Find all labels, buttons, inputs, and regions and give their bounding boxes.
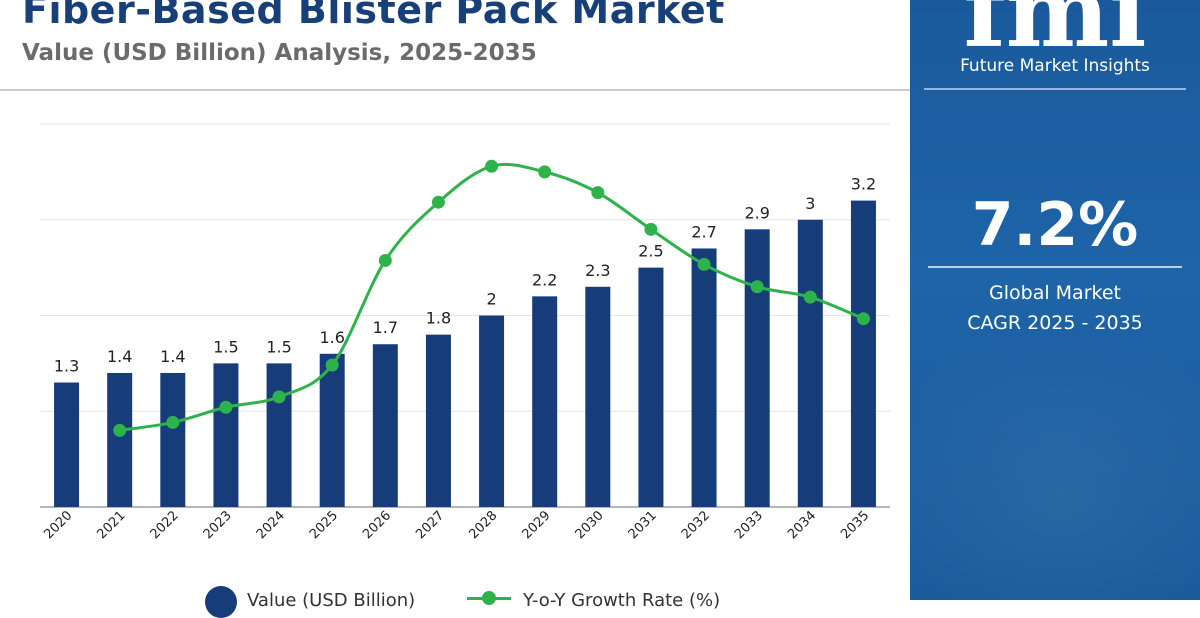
x-tick-label: 2020: [41, 508, 75, 542]
legend-value-label: Value (USD Billion): [247, 590, 416, 611]
bar-value-label: 1.4: [107, 347, 132, 366]
legend-growth-label: Y-o-Y Growth Rate (%): [523, 590, 721, 611]
growth-point: [644, 222, 658, 236]
growth-point: [113, 423, 127, 437]
bar-value-label: 2.7: [691, 222, 716, 241]
bar-value-label: 1.4: [160, 347, 185, 366]
title-divider: [0, 89, 910, 91]
x-tick-label: 2026: [360, 508, 394, 542]
growth-line: [119, 162, 865, 432]
growth-point: [538, 165, 552, 179]
bar-series: [54, 200, 876, 507]
growth-point: [325, 358, 339, 372]
cagr-label-line1: Global Market: [989, 282, 1121, 304]
growth-point: [591, 186, 605, 200]
bar-value-label: 1.7: [373, 318, 398, 337]
bar: [266, 363, 292, 507]
bar: [797, 219, 823, 507]
bar-value-label: 1.5: [213, 337, 238, 356]
bar-value-label: 2: [486, 290, 496, 309]
chart-subtitle: Value (USD Billion) Analysis, 2025-2035: [22, 40, 537, 66]
x-tick-label: 2034: [785, 508, 819, 542]
bar: [425, 334, 451, 507]
bar: [107, 372, 133, 507]
bar: [213, 363, 239, 507]
bar: [372, 344, 398, 507]
x-tick-label: 2023: [201, 508, 235, 542]
logo-text: fmi: [963, 0, 1146, 54]
bar: [532, 296, 558, 507]
bar: [638, 267, 664, 507]
x-tick-label: 2022: [148, 508, 182, 542]
bar-value-label: 1.8: [426, 309, 451, 328]
x-tick-label: 2032: [679, 508, 713, 542]
x-tick-label: 2027: [413, 508, 447, 542]
growth-point: [803, 290, 817, 304]
bar-value-label: 1.5: [266, 337, 291, 356]
growth-point: [219, 400, 233, 414]
chart-title: Fiber-Based Blister Pack Market: [22, 0, 725, 32]
growth-point: [272, 390, 286, 404]
x-tick-label: 2031: [626, 508, 660, 542]
bar-line-chart: 1.3 1.4 1.4 1.5 1.5 1.6 1.7 1.8 2 2.2 2.3 2.5 2.7 2.9…: [40, 123, 890, 542]
x-tick-label: 2029: [520, 508, 554, 542]
bar-value-label: 2.9: [744, 203, 769, 222]
bar: [160, 372, 186, 507]
bar-value-label: 3: [805, 194, 815, 213]
bar-value-label: 2.2: [532, 270, 557, 289]
growth-point: [856, 312, 870, 326]
bar: [585, 286, 611, 507]
bar-value-label: 2.3: [585, 261, 610, 280]
bar-value-label: 2.5: [638, 242, 663, 261]
brand-divider: [924, 88, 1186, 90]
x-tick-label: 2033: [732, 508, 766, 542]
growth-point: [697, 257, 711, 271]
x-tick-label: 2030: [573, 508, 607, 542]
x-axis-ticks: 2020 2021 2022 2023 2024 2025 2026 2027 2028 2029…: [41, 508, 872, 542]
growth-point: [431, 195, 445, 209]
x-tick-label: 2024: [254, 508, 288, 542]
bar-value-label: 1.3: [54, 357, 79, 376]
bar: [744, 229, 770, 507]
bar: [54, 382, 80, 507]
bar-value-label: 1.6: [319, 328, 344, 347]
x-tick-label: 2028: [466, 508, 500, 542]
x-tick-label: 2021: [95, 508, 129, 542]
bar-value-label: 3.2: [851, 175, 876, 194]
cagr-divider: [928, 266, 1182, 268]
x-tick-label: 2025: [307, 508, 341, 542]
bar-value-labels: 1.3 1.4 1.4 1.5 1.5 1.6 1.7 1.8 2 2.2 2.3 2.5 2.7 2.9…: [54, 175, 876, 376]
bar: [319, 353, 345, 507]
bar: [479, 315, 505, 507]
cagr-label-line2: CAGR 2025 - 2035: [967, 312, 1143, 334]
growth-point: [485, 159, 499, 173]
growth-point: [750, 280, 764, 294]
bar: [691, 248, 717, 507]
growth-point: [166, 415, 180, 429]
fmi-logo-icon: fmi: [963, 0, 1146, 54]
legend-dot-swatch-icon: [482, 591, 496, 605]
legend-bar-swatch-icon: [205, 586, 237, 618]
growth-line-series: [113, 159, 870, 437]
cagr-side-panel: fmi Future Market Insights 7.2% Global M…: [910, 0, 1200, 600]
bar: [850, 200, 876, 507]
growth-point: [378, 253, 392, 267]
x-tick-label: 2035: [838, 508, 872, 542]
brand-name: Future Market Insights: [960, 56, 1150, 76]
cagr-value: 7.2%: [971, 190, 1139, 260]
